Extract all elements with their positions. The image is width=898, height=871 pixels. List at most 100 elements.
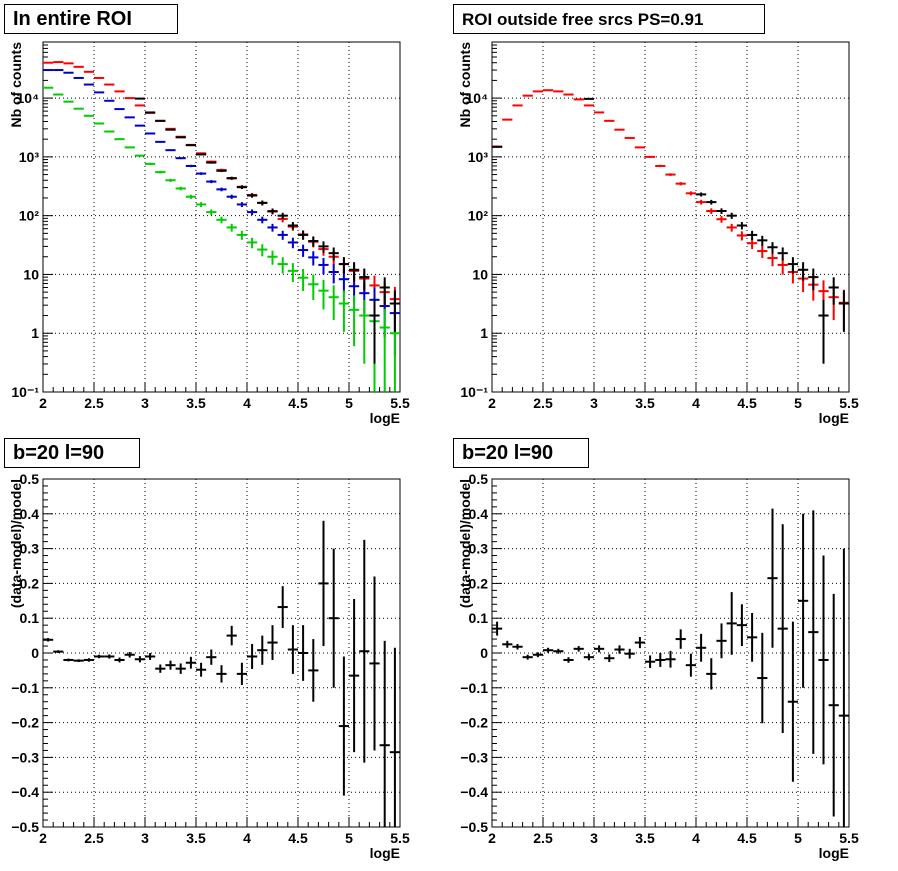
data-point [685, 653, 696, 677]
data-point [583, 97, 594, 100]
data-point [145, 111, 156, 114]
y-tick-label: 0.2 [20, 575, 40, 591]
data-point [338, 257, 349, 274]
data-point [338, 656, 349, 796]
x-tick-label: 2 [39, 830, 47, 846]
x-tick-label: 2 [488, 830, 496, 846]
data-point [287, 237, 298, 249]
data-point [134, 124, 145, 127]
data-point [206, 180, 217, 184]
data-point [308, 251, 319, 266]
data-point [257, 635, 268, 665]
data-point [655, 653, 666, 667]
y-tick-label: −0.2 [11, 715, 39, 731]
data-point [124, 651, 135, 658]
data-point [655, 164, 666, 168]
y-tick-label: 10³ [468, 149, 489, 165]
x-tick-label: 3 [141, 830, 149, 846]
data-point [757, 632, 768, 724]
data-point [798, 262, 809, 281]
data-point [787, 257, 798, 274]
x-tick-label: 3 [590, 395, 598, 411]
y-tick-label: 10³ [19, 149, 40, 165]
data-point [134, 104, 145, 107]
y-tick-label: 0.5 [469, 471, 489, 487]
data-point [175, 186, 186, 191]
data-point [604, 119, 615, 122]
data-point [522, 94, 533, 97]
data-point [94, 654, 105, 659]
data-point [828, 277, 839, 305]
y-tick-label: 10⁻¹ [11, 384, 39, 400]
chart-panel-4: 2 2.5 3 3.5 4 4.5 5 5.5 −0.5 −0.4 −0.3 −0.2 −0.1 0 0.1… [457, 471, 859, 861]
data-point [73, 107, 84, 110]
data-point [328, 264, 339, 284]
data-point [736, 222, 747, 230]
data-point [328, 548, 339, 688]
y-tick-label: −0.3 [11, 749, 39, 765]
data-point [216, 169, 227, 173]
data-point [328, 247, 339, 261]
data-point [553, 648, 564, 654]
data-point [247, 209, 258, 216]
data-point [216, 187, 227, 192]
x-tick-label: 5 [794, 395, 802, 411]
y-tick-label: −0.4 [11, 784, 39, 800]
data-point [73, 659, 84, 663]
data-point [543, 89, 554, 92]
data-point [318, 257, 329, 275]
data-point [43, 86, 54, 89]
y-tick-label: −0.3 [460, 749, 488, 765]
y-axis-label: Nb of counts [8, 42, 24, 128]
y-tick-label: 0 [480, 645, 488, 661]
series-3 [43, 86, 400, 392]
plot-frame [42, 478, 401, 828]
x-tick-label: 4 [243, 830, 251, 846]
data-point [349, 262, 360, 281]
data-point [736, 231, 747, 241]
chart-title-2: ROI outside free srcs PS=0.91 [453, 4, 765, 34]
data-point [543, 647, 554, 653]
y-tick-label: 10² [19, 208, 40, 224]
data-point [155, 119, 166, 122]
data-point [83, 658, 94, 662]
data-point [134, 97, 145, 100]
data-point [675, 182, 686, 186]
y-tick-label: 10 [472, 266, 488, 282]
data-point [236, 202, 247, 208]
y-tick-label: 10² [468, 208, 489, 224]
data-point [236, 230, 247, 240]
series-2 [43, 69, 400, 356]
data-point [665, 650, 676, 668]
data-point [757, 235, 768, 246]
data-point [767, 508, 778, 648]
series-4 [134, 97, 400, 364]
data-point [257, 200, 268, 206]
data-point [389, 647, 400, 827]
chart-panel-3: 2 2.5 3 3.5 4 4.5 5 5.5 −0.5 −0.4 −0.3 −0.2 −0.1 0 0.1… [8, 471, 410, 861]
x-tick-label: 2 [488, 395, 496, 411]
data-point [94, 122, 105, 125]
data-point [818, 299, 829, 364]
data-point [349, 599, 360, 753]
data-point [43, 638, 54, 642]
y-tick-label: 1 [480, 325, 488, 341]
data-point [63, 100, 74, 103]
x-tick-label: 3 [141, 395, 149, 411]
x-tick-label: 2 [39, 395, 47, 411]
data-point [124, 97, 135, 100]
x-tick-label: 4.5 [737, 395, 757, 411]
y-tick-label: 0.1 [469, 610, 489, 626]
data-point [338, 270, 349, 293]
x-tick-label: 3.5 [186, 830, 206, 846]
x-tick-label: 5 [794, 830, 802, 846]
data-point [349, 295, 360, 347]
data-point [226, 194, 237, 199]
y-tick-label: 10⁴ [17, 90, 40, 106]
series-1 [492, 89, 849, 331]
data-point [767, 251, 778, 267]
data-point [298, 269, 309, 291]
data-point [165, 660, 176, 670]
data-point [114, 90, 125, 93]
data-point [492, 621, 503, 636]
